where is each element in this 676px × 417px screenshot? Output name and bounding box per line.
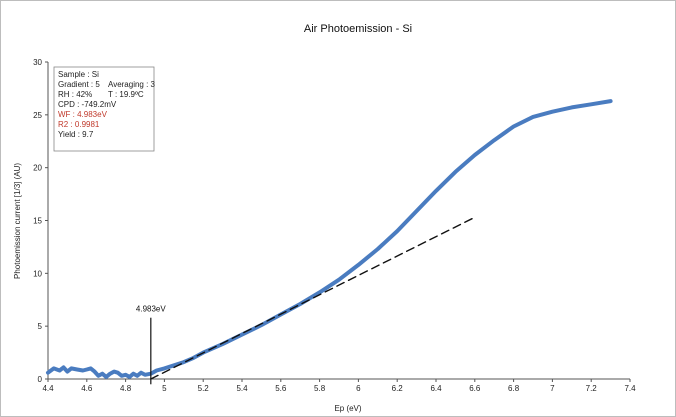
- x-tick-label: 6.4: [430, 384, 442, 393]
- x-ticks: 4.4 4.6 4.8 5 5.2 5.4 5.6 5.8 6 6.2 6.4 6.6 6.8 7 7.2 7…: [42, 379, 636, 393]
- x-tick-label: 5.2: [198, 384, 210, 393]
- chart-title: Air Photoemission - Si: [304, 23, 412, 35]
- y-tick-label: 30: [33, 58, 42, 67]
- x-tick-label: 6: [356, 384, 361, 393]
- y-tick-label: 20: [33, 164, 42, 173]
- info-gradient: Gradient : 5: [58, 80, 100, 89]
- info-averaging: Averaging : 3: [108, 80, 156, 89]
- x-tick-label: 4.6: [81, 384, 93, 393]
- y-tick-label: 15: [33, 217, 42, 226]
- x-tick-label: 7.2: [586, 384, 598, 393]
- onset-label: 4.983eV: [136, 305, 166, 314]
- x-tick-label: 7: [550, 384, 555, 393]
- x-tick-label: 6.2: [392, 384, 404, 393]
- y-axis-title: Photoemission current [1/3] (AU): [13, 163, 22, 279]
- info-yield: Yield : 9.7: [58, 130, 94, 139]
- info-temp: T : 19.9ºC: [108, 90, 144, 99]
- photoemission-series-line: [46, 99, 613, 379]
- y-ticks: 0 5 10 15 20 25 30: [33, 58, 48, 384]
- fit-line: [150, 216, 476, 380]
- info-r2: R2 : 0.9981: [58, 120, 100, 129]
- y-tick-label: 5: [38, 322, 43, 331]
- x-tick-label: 4.8: [120, 384, 132, 393]
- info-wf: WF : 4.983eV: [58, 110, 108, 119]
- x-tick-label: 5.4: [236, 384, 248, 393]
- x-tick-label: 5.8: [314, 384, 326, 393]
- onset-annotation: 4.983eV: [136, 305, 166, 385]
- info-sample: Sample : Si: [58, 70, 99, 79]
- y-tick-label: 25: [33, 111, 42, 120]
- plot-area: [46, 99, 613, 380]
- x-tick-label: 5.6: [275, 384, 287, 393]
- x-axis-title: Ep (eV): [334, 404, 361, 413]
- y-tick-label: 10: [33, 269, 42, 278]
- x-tick-label: 4.4: [42, 384, 54, 393]
- x-tick-label: 6.8: [508, 384, 520, 393]
- info-rh: RH : 42%: [58, 90, 92, 99]
- x-tick-label: 7.4: [624, 384, 636, 393]
- info-box-frame: [53, 66, 155, 152]
- info-box: Sample : Si Gradient : 5 Averaging : 3 R…: [53, 66, 156, 152]
- y-tick-label: 0: [38, 375, 43, 384]
- x-tick-label: 6.6: [469, 384, 481, 393]
- info-cpd: CPD : -749.2mV: [58, 100, 117, 109]
- x-tick-label: 5: [162, 384, 167, 393]
